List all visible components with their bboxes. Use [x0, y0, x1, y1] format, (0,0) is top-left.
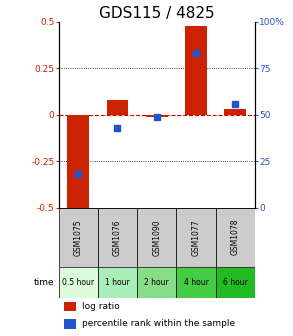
Bar — [185, 26, 207, 115]
Text: 1 hour: 1 hour — [105, 278, 130, 287]
Bar — [216, 266, 255, 298]
Bar — [216, 208, 255, 266]
Text: GSM1078: GSM1078 — [231, 219, 240, 255]
Bar — [146, 115, 168, 117]
Bar — [176, 208, 216, 266]
Point — [115, 125, 120, 131]
Bar — [64, 319, 76, 329]
Bar — [64, 302, 76, 311]
Bar — [59, 208, 98, 266]
Bar — [67, 115, 89, 212]
Bar — [98, 266, 137, 298]
Bar — [224, 109, 246, 115]
Point — [194, 51, 198, 56]
Text: GSM1077: GSM1077 — [192, 219, 200, 255]
Text: GSM1075: GSM1075 — [74, 219, 83, 255]
Point — [154, 114, 159, 119]
Bar — [98, 208, 137, 266]
Text: 6 hour: 6 hour — [223, 278, 248, 287]
Text: percentile rank within the sample: percentile rank within the sample — [82, 319, 235, 328]
Bar — [137, 208, 176, 266]
Bar — [176, 266, 216, 298]
Bar — [137, 266, 176, 298]
Text: GSM1090: GSM1090 — [152, 219, 161, 255]
Point — [233, 101, 238, 107]
Bar — [107, 100, 128, 115]
Text: GSM1076: GSM1076 — [113, 219, 122, 255]
Title: GDS115 / 4825: GDS115 / 4825 — [99, 6, 214, 21]
Text: 0.5 hour: 0.5 hour — [62, 278, 94, 287]
Text: 2 hour: 2 hour — [144, 278, 169, 287]
Text: log ratio: log ratio — [82, 302, 120, 311]
Point — [76, 172, 81, 177]
Text: 4 hour: 4 hour — [184, 278, 208, 287]
Text: time: time — [34, 278, 55, 287]
Bar — [59, 266, 98, 298]
